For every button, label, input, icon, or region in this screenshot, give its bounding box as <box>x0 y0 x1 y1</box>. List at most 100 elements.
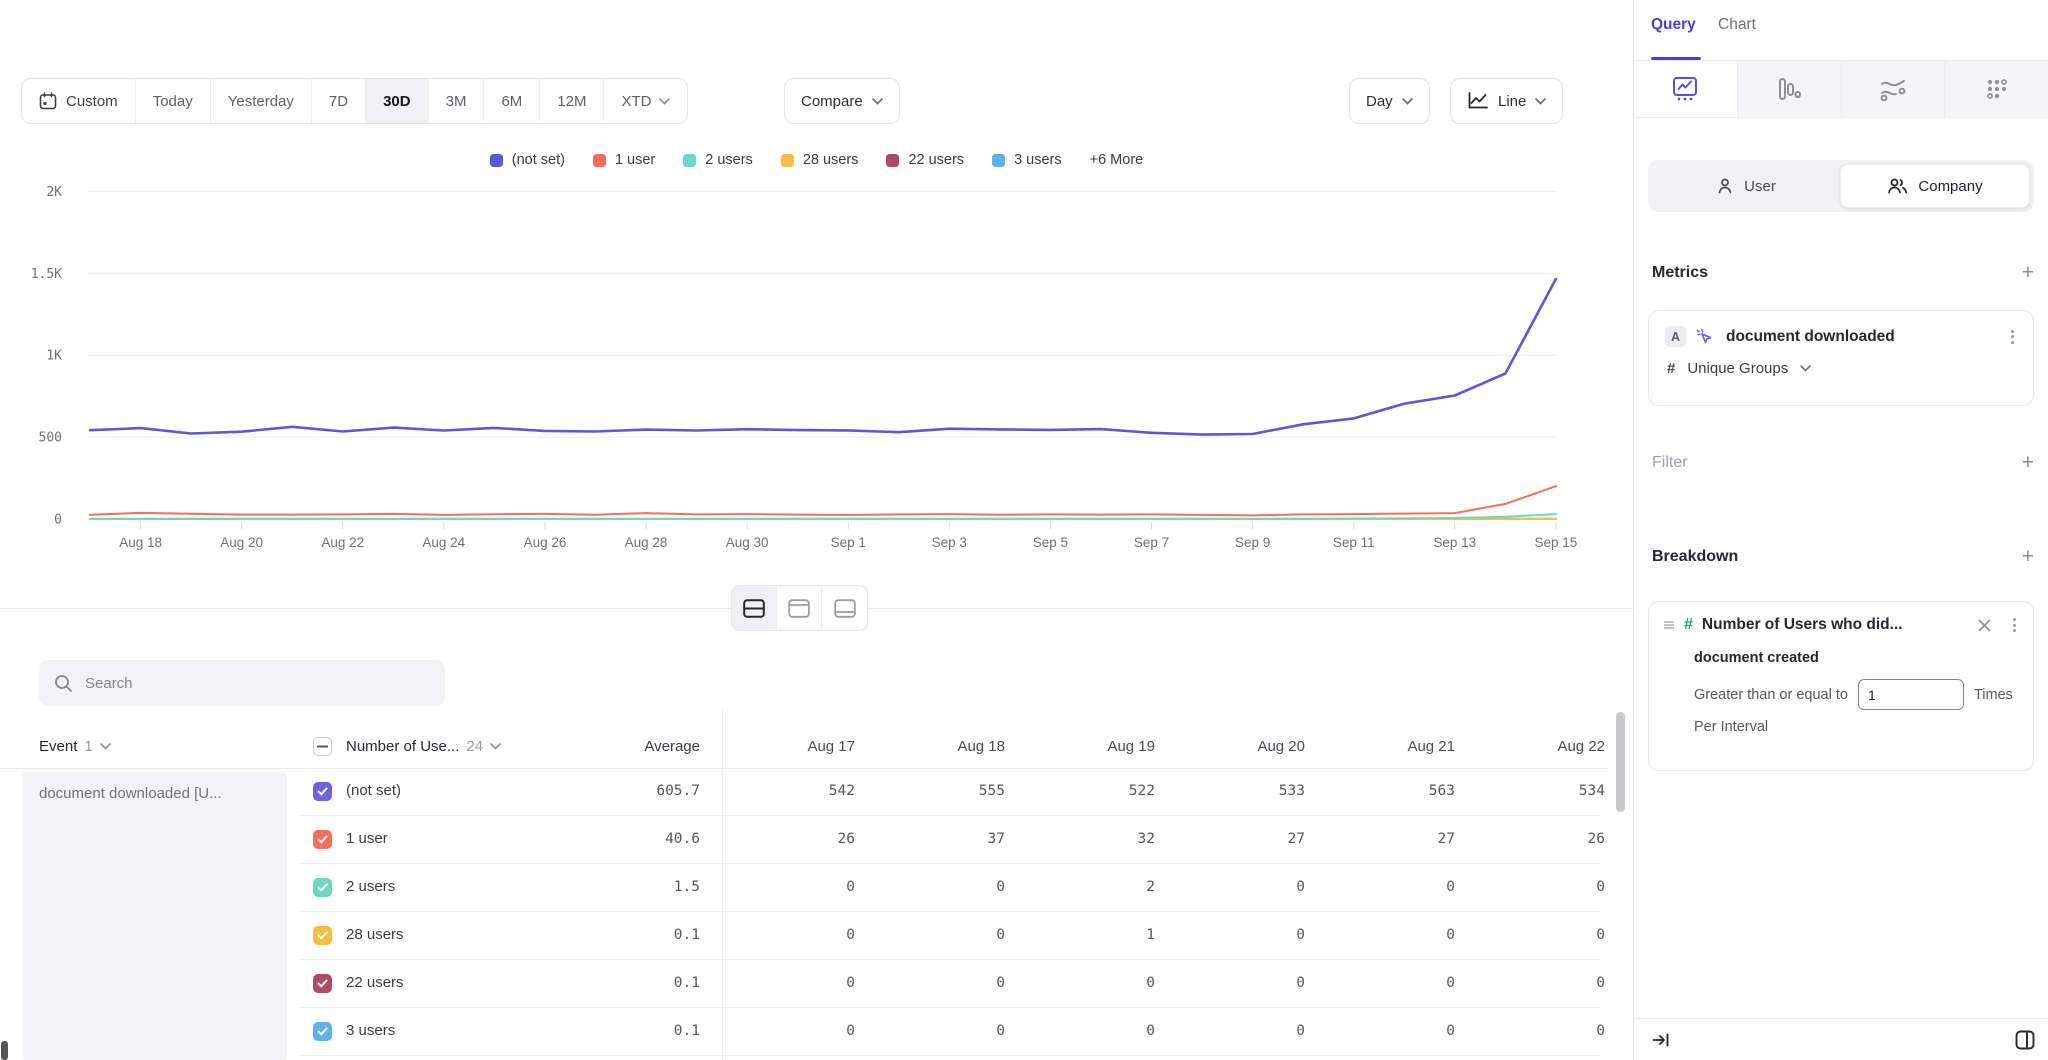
add-filter-button[interactable]: + <box>2022 452 2034 473</box>
date-column-header[interactable]: Aug 19 <box>1005 738 1155 755</box>
chart-view-tabs <box>1634 60 2048 118</box>
layout-chart-only-button[interactable] <box>777 586 822 630</box>
times-value-input[interactable] <box>1858 679 1964 710</box>
view-tab-grid-dots[interactable] <box>1945 61 2048 117</box>
tab-chart[interactable]: Chart <box>1718 16 1756 34</box>
line-chart-icon <box>1672 76 1698 102</box>
check-icon <box>317 979 328 988</box>
series-column-header[interactable]: Number of Use... 24 <box>346 738 501 755</box>
date-column-header[interactable]: Aug 22 <box>1455 738 1605 755</box>
svg-text:Sep 13: Sep 13 <box>1433 535 1476 550</box>
svg-text:Aug 18: Aug 18 <box>119 535 162 550</box>
breakdown-section-header: Breakdown + <box>1652 546 2034 567</box>
scope-user[interactable]: User <box>1652 164 1840 208</box>
date-column-header[interactable]: Aug 21 <box>1305 738 1455 755</box>
date-column-header[interactable]: Aug 18 <box>855 738 1005 755</box>
metric-event-name: document downloaded <box>1726 328 1998 346</box>
event-count: 1 <box>84 738 92 755</box>
view-tab-line-chart[interactable] <box>1634 61 1738 117</box>
row-checkbox[interactable] <box>313 974 332 993</box>
bar-chart-icon <box>1776 76 1802 102</box>
check-icon <box>317 883 328 892</box>
event-header-label: Event <box>39 738 77 755</box>
row-values: 263732272726 <box>705 831 1605 847</box>
svg-text:Aug 20: Aug 20 <box>220 535 263 550</box>
date-column-header[interactable]: Aug 17 <box>705 738 855 755</box>
measure-hash-icon: # <box>1667 360 1675 377</box>
svg-text:Aug 28: Aug 28 <box>625 535 668 550</box>
select-all-checkbox[interactable] <box>313 737 332 756</box>
date-column-header[interactable]: Aug 20 <box>1155 738 1305 755</box>
add-breakdown-button[interactable]: + <box>2022 546 2034 567</box>
row-values: 001000 <box>705 927 1605 943</box>
svg-text:1K: 1K <box>46 349 62 364</box>
main-area: CustomTodayYesterday7D30D3M6M12MXTD Comp… <box>0 0 1633 1060</box>
table-header-row: Event 1 Number of Use... 24 Average Aug … <box>0 732 1608 768</box>
row-values: 000000 <box>705 1023 1605 1039</box>
view-tab-flow[interactable] <box>1842 61 1946 117</box>
table-row: 3 users0.1000000 <box>0 1008 1608 1056</box>
breakdown-menu-kebab-icon[interactable] <box>2010 615 2019 635</box>
metric-menu-kebab-icon[interactable] <box>2008 327 2017 347</box>
row-label: 1 user <box>346 830 388 847</box>
event-sparkle-icon <box>1696 328 1714 346</box>
drag-handle-icon[interactable] <box>1663 620 1675 630</box>
svg-text:0: 0 <box>54 513 62 528</box>
filter-section-header: Filter + <box>1652 452 2034 473</box>
chevron-down-icon <box>100 743 111 750</box>
breakdown-card[interactable]: # Number of Users who did... document cr… <box>1648 601 2034 771</box>
event-column-header[interactable]: Event 1 <box>39 738 111 755</box>
grid-dots-icon <box>1985 77 2009 101</box>
series-count: 24 <box>466 738 483 755</box>
table-row: 28 users0.1001000 <box>0 912 1608 960</box>
scope-company[interactable]: Company <box>1840 164 2030 208</box>
row-checkbox[interactable] <box>313 926 332 945</box>
panel-footer <box>1634 1018 2048 1060</box>
row-checkbox[interactable] <box>313 830 332 849</box>
scope-company-label: Company <box>1918 178 1982 195</box>
row-checkbox[interactable] <box>313 1022 332 1041</box>
svg-text:Sep 11: Sep 11 <box>1333 535 1375 550</box>
row-values: 542555522533563534 <box>705 783 1605 799</box>
chevron-down-icon <box>1800 365 1811 372</box>
indeterminate-icon <box>317 745 328 748</box>
metric-card[interactable]: A document downloaded # Unique Groups <box>1648 310 2034 406</box>
average-column-header[interactable]: Average <box>560 738 700 755</box>
collapse-panel-icon[interactable] <box>1652 1032 1670 1048</box>
layout-toggle-group <box>731 585 868 631</box>
left-scrollbar[interactable] <box>1 1041 8 1060</box>
layout-split-button[interactable] <box>732 586 777 630</box>
table-scrollbar[interactable] <box>1616 712 1625 812</box>
sidebar-toggle-icon[interactable] <box>2015 1030 2035 1050</box>
layout-bottom-icon <box>834 599 856 618</box>
svg-text:Aug 30: Aug 30 <box>726 535 769 550</box>
company-icon <box>1887 177 1908 195</box>
measure-label[interactable]: Unique Groups <box>1687 360 1788 377</box>
row-values: 002000 <box>705 879 1605 895</box>
row-label: 22 users <box>346 974 404 991</box>
row-checkbox[interactable] <box>313 878 332 897</box>
svg-text:500: 500 <box>39 431 62 446</box>
date-column-headers: Aug 17Aug 18Aug 19Aug 20Aug 21Aug 22 <box>705 738 1605 755</box>
row-checkbox[interactable] <box>313 782 332 801</box>
metrics-title: Metrics <box>1652 264 1708 282</box>
tab-query[interactable]: Query <box>1651 16 1696 34</box>
table-row: 2 users1.5002000 <box>0 864 1608 912</box>
add-metric-button[interactable]: + <box>2022 262 2034 283</box>
row-values: 000000 <box>705 975 1605 991</box>
table-row: 1 user40.6263732272726 <box>0 816 1608 864</box>
svg-text:Sep 1: Sep 1 <box>831 535 866 550</box>
layout-table-only-button[interactable] <box>822 586 867 630</box>
check-icon <box>317 1027 328 1036</box>
times-unit-label: Times <box>1974 687 2013 703</box>
row-average: 1.5 <box>560 879 700 895</box>
row-average: 0.1 <box>560 975 700 991</box>
flow-icon <box>1879 77 1907 101</box>
view-tab-bar-chart[interactable] <box>1738 61 1842 117</box>
close-icon[interactable] <box>1978 619 1991 632</box>
svg-text:Aug 22: Aug 22 <box>321 535 364 550</box>
check-icon <box>317 787 328 796</box>
search-input[interactable]: Search <box>39 660 445 706</box>
row-label: (not set) <box>346 782 401 799</box>
svg-text:2K: 2K <box>46 185 62 200</box>
